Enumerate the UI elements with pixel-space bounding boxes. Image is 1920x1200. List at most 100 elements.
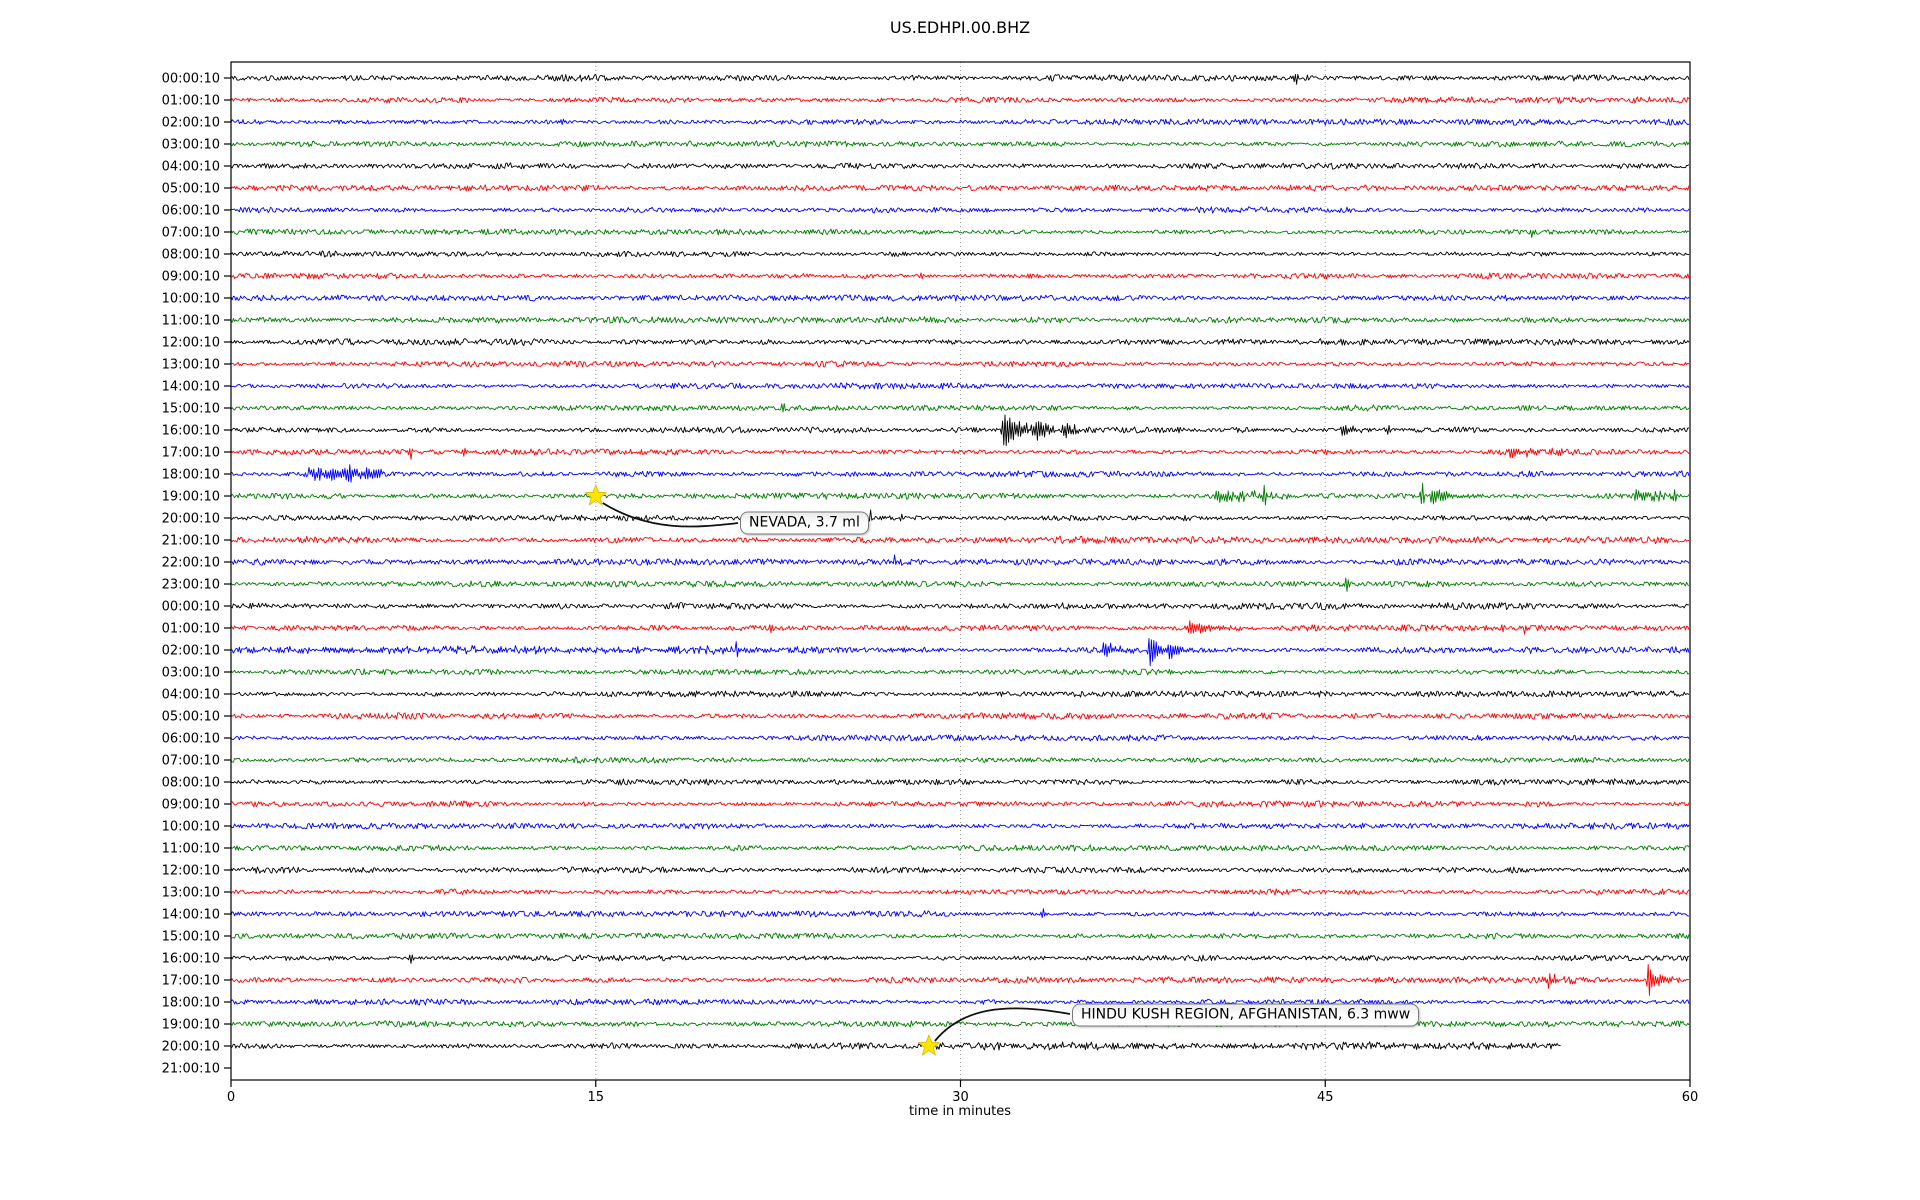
trace-row-16-16:00:10 <box>230 414 1690 447</box>
y-tick-label-22: 22:00:10 <box>162 556 220 571</box>
y-tick-label-28: 04:00:10 <box>162 688 220 703</box>
y-tick-label-32: 08:00:10 <box>162 776 220 791</box>
y-tick-label-30: 06:00:10 <box>162 732 220 747</box>
y-tick-label-39: 15:00:10 <box>162 930 220 945</box>
y-tick-label-19: 19:00:10 <box>162 490 220 505</box>
y-tick-label-41: 17:00:10 <box>162 974 220 989</box>
y-tick-label-15: 15:00:10 <box>162 402 220 417</box>
trace-row-40-16:00:10 <box>230 954 1690 964</box>
y-tick-label-45: 21:00:10 <box>162 1062 220 1077</box>
trace-row-14-14:00:10 <box>230 382 1690 390</box>
y-tick-label-27: 03:00:10 <box>162 666 220 681</box>
trace-row-20-20:00:10 <box>230 509 1690 522</box>
y-tick-label-37: 13:00:10 <box>162 886 220 901</box>
y-tick-label-4: 04:00:10 <box>162 160 220 175</box>
trace-row-4-04:00:10 <box>230 162 1690 170</box>
trace-row-15-15:00:10 <box>230 403 1690 413</box>
y-tick-label-8: 08:00:10 <box>162 248 220 263</box>
trace-row-44-20:00:10 <box>230 1041 1561 1051</box>
y-tick-label-26: 02:00:10 <box>162 644 220 659</box>
trace-row-0-00:00:10 <box>230 74 1690 85</box>
trace-row-30-06:00:10 <box>230 734 1690 742</box>
trace-row-24-00:00:10 <box>230 602 1690 611</box>
trace-row-39-15:00:10 <box>230 932 1690 940</box>
x-tick-label-30: 30 <box>952 1090 969 1105</box>
y-tick-label-21: 21:00:10 <box>162 534 220 549</box>
trace-row-5-05:00:10 <box>230 184 1690 192</box>
trace-row-36-12:00:10 <box>230 866 1690 874</box>
y-tick-label-0: 00:00:10 <box>162 72 220 87</box>
trace-row-25-01:00:10 <box>230 620 1690 635</box>
y-tick-label-18: 18:00:10 <box>162 468 220 483</box>
trace-row-22-22:00:10 <box>231 554 1690 566</box>
y-tick-label-33: 09:00:10 <box>162 798 220 813</box>
trace-row-23-23:00:10 <box>230 577 1690 592</box>
trace-row-2-02:00:10 <box>230 118 1690 126</box>
trace-row-33-09:00:10 <box>230 800 1690 808</box>
y-tick-label-29: 05:00:10 <box>162 710 220 725</box>
trace-row-1-01:00:10 <box>230 96 1690 104</box>
y-tick-label-5: 05:00:10 <box>162 182 220 197</box>
y-tick-label-20: 20:00:10 <box>162 512 220 527</box>
y-tick-label-12: 12:00:10 <box>162 336 220 351</box>
y-tick-label-17: 17:00:10 <box>162 446 220 461</box>
trace-row-41-17:00:10 <box>230 964 1689 996</box>
x-tick-label-0: 0 <box>227 1090 235 1105</box>
trace-row-29-05:00:10 <box>230 712 1690 720</box>
trace-row-3-03:00:10 <box>230 140 1690 148</box>
trace-row-9-09:00:10 <box>230 272 1690 280</box>
trace-row-31-07:00:10 <box>230 756 1690 764</box>
y-tick-label-1: 01:00:10 <box>162 94 220 109</box>
trace-row-7-07:00:10 <box>230 228 1690 238</box>
trace-row-32-08:00:10 <box>230 778 1690 786</box>
trace-row-8-08:00:10 <box>230 250 1690 258</box>
trace-row-18-18:00:10 <box>230 464 1690 483</box>
y-tick-label-36: 12:00:10 <box>162 864 220 879</box>
trace-row-35-11:00:10 <box>230 844 1690 852</box>
trace-row-10-10:00:10 <box>230 294 1690 302</box>
trace-row-27-03:00:10 <box>230 668 1690 676</box>
x-tick-label-15: 15 <box>587 1090 604 1105</box>
trace-row-42-18:00:10 <box>230 998 1690 1006</box>
x-tick-label-45: 45 <box>1317 1090 1334 1105</box>
chart-title: US.EDHPI.00.BHZ <box>889 18 1031 37</box>
y-tick-label-38: 14:00:10 <box>162 908 220 923</box>
y-tick-label-42: 18:00:10 <box>162 996 220 1011</box>
trace-row-28-04:00:10 <box>230 690 1690 698</box>
trace-row-43-19:00:10 <box>230 1020 1690 1028</box>
leader-line-hindu-kush <box>934 1007 1071 1042</box>
trace-row-17-17:00:10 <box>230 447 1690 460</box>
y-tick-label-24: 00:00:10 <box>162 600 220 615</box>
y-tick-label-40: 16:00:10 <box>162 952 220 967</box>
y-tick-label-16: 16:00:10 <box>162 424 220 439</box>
trace-row-26-02:00:10 <box>230 638 1690 667</box>
x-axis-label: time in minutes <box>908 1104 1012 1119</box>
trace-row-21-21:00:10 <box>230 535 1690 545</box>
event-star-nevada <box>584 483 608 506</box>
trace-row-34-10:00:10 <box>230 822 1690 830</box>
trace-row-13-13:00:10 <box>230 360 1690 368</box>
trace-row-11-11:00:10 <box>230 316 1690 324</box>
trace-row-19-19:00:10 <box>230 482 1690 506</box>
y-tick-label-34: 10:00:10 <box>162 820 220 835</box>
y-tick-label-43: 19:00:10 <box>162 1018 220 1033</box>
y-tick-label-25: 01:00:10 <box>162 622 220 637</box>
annotation-hindu-kush: HINDU KUSH REGION, AFGHANISTAN, 6.3 mww <box>1072 1003 1420 1027</box>
y-tick-label-10: 10:00:10 <box>162 292 220 307</box>
y-tick-label-44: 20:00:10 <box>162 1040 220 1055</box>
y-tick-label-23: 23:00:10 <box>162 578 220 593</box>
y-tick-label-14: 14:00:10 <box>162 380 220 395</box>
trace-row-12-12:00:10 <box>230 338 1690 347</box>
trace-row-38-14:00:10 <box>230 908 1690 919</box>
y-tick-label-31: 07:00:10 <box>162 754 220 769</box>
y-tick-label-2: 02:00:10 <box>162 116 220 131</box>
x-tick-label-60: 60 <box>1682 1090 1699 1105</box>
trace-row-6-06:00:10 <box>230 206 1690 214</box>
y-tick-label-13: 13:00:10 <box>162 358 220 373</box>
y-tick-label-35: 11:00:10 <box>162 842 220 857</box>
y-tick-label-7: 07:00:10 <box>162 226 220 241</box>
annotation-nevada: NEVADA, 3.7 ml <box>740 511 869 535</box>
y-tick-label-9: 09:00:10 <box>162 270 220 285</box>
